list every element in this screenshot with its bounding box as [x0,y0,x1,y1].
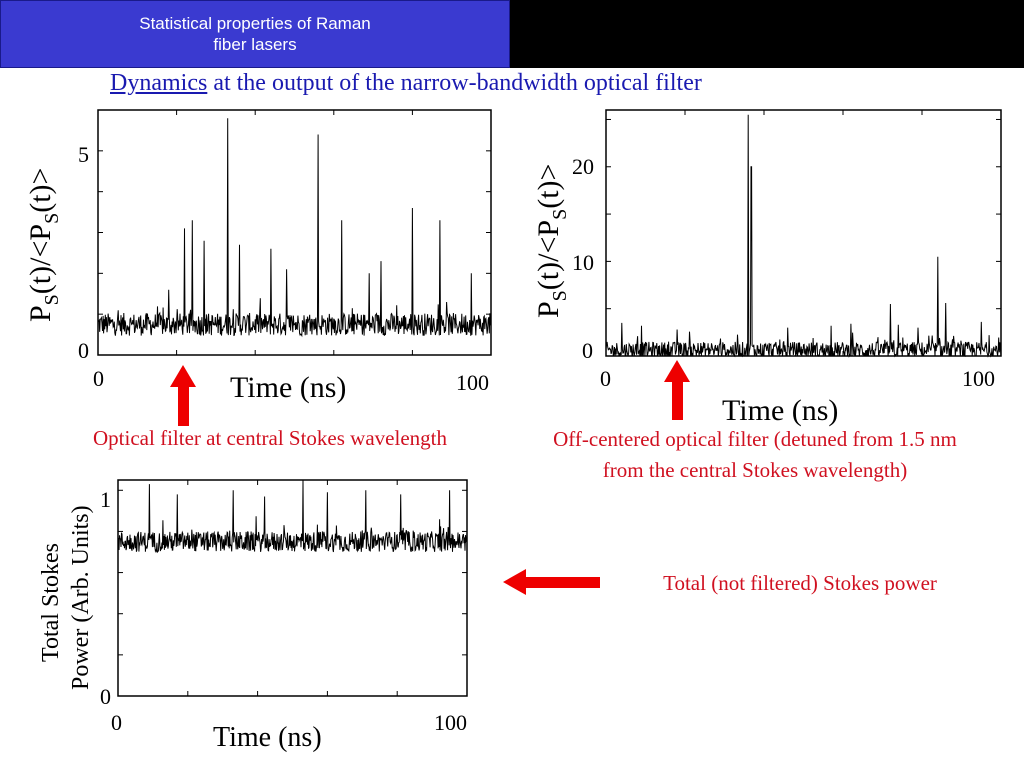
header-title-line1: Statistical properties of Raman [139,14,371,33]
chart1-xlabel: Time (ns) [230,371,346,404]
chart1-ylabel-p: P [24,305,57,322]
arrow-up-offcenter-head [664,360,690,382]
chart3-ylabel-line1: Total Stokes [38,543,64,662]
caption-offcenter-line2: from the central Stokes wavelength) [602,458,908,482]
arrow-left-total-shaft [524,577,600,588]
arrow-left-total-head [503,569,526,595]
dynamics-link[interactable]: Dynamics [110,70,208,96]
chart1-ytick-5: 5 [78,142,89,167]
chart-offcenter-filter: 0 10 20 0 100 Time (ns) PS(t)/<PS(t)> [532,109,1002,427]
chart2-ylabel-end: (t)> [532,164,565,209]
chart3-frame [117,479,468,697]
header-black-bar [510,0,1024,68]
header-title-bar: Statistical properties of Raman fiber la… [0,0,510,68]
header-title-line2: fiber lasers [213,35,297,54]
chart2-ytick-0: 0 [582,338,593,363]
chart2-xtick-100: 100 [962,366,995,391]
chart2-xlabel: Time (ns) [722,394,838,427]
chart2-ylabel-sub1: S [549,290,571,301]
chart3-ylabel-line2: Power (Arb. Units) [68,505,94,690]
caption-offcenter-line1: Off-centered optical filter (detuned fro… [553,427,957,451]
chart3-xtick-100: 100 [434,710,467,735]
chart2-trace [605,114,1002,358]
chart1-ticks [98,110,491,355]
caption-total-stokes: Total (not filtered) Stokes power [663,571,937,595]
chart1-ylabel-mid: (t)/<P [24,224,57,294]
chart3-ytick-1: 1 [100,487,111,512]
chart1-ylabel-end: (t)> [24,168,57,213]
chart3-ytick-0: 0 [100,684,111,709]
chart1-ylabel-sub1: S [41,294,63,305]
chart3-xtick-0: 0 [111,710,122,735]
chart1-ytick-0: 0 [78,338,89,363]
chart2-ytick-20: 20 [572,154,594,179]
chart2-ytick-10: 10 [572,250,594,275]
arrow-up-central-shaft [178,386,189,426]
chart2-xtick-0: 0 [600,366,611,391]
chart3-xlabel: Time (ns) [213,722,322,753]
arrow-up-central-head [170,365,196,387]
chart2-frame [605,109,1002,357]
chart3-ticks [118,480,467,696]
chart2-ylabel-sub2: S [549,209,571,220]
subtitle-rest: at the output of the narrow-bandwidth op… [207,70,702,96]
arrow-left-total [503,569,600,595]
arrow-up-central [170,365,196,426]
chart1-trace [97,118,492,338]
caption-offcenter-filter: Off-centered optical filter (detuned fro… [500,424,1010,486]
arrow-up-offcenter [664,360,690,420]
chart2-ylabel-p: P [532,301,565,318]
arrow-up-offcenter-shaft [672,381,683,420]
chart1-ylabel-sub2: S [41,213,63,224]
chart2-ylabel-mid: (t)/<P [532,220,565,290]
chart3-trace [117,479,468,554]
chart1-xtick-100: 100 [456,370,489,395]
chart-central-filter: 0 5 0 100 Time (ns) PS(t)/<PS(t)> [24,109,492,404]
caption-central-filter: Optical filter at central Stokes wavelen… [93,426,447,450]
chart1-xtick-0: 0 [93,366,104,391]
chart1-ylabel: PS(t)/<PS(t)> [24,168,63,322]
chart-total-stokes: 0 1 0 100 Time (ns) Total Stokes Power (… [38,479,468,753]
chart2-ticks [606,110,1001,356]
chart2-ylabel: PS(t)/<PS(t)> [532,164,571,318]
slide-subtitle: Dynamics at the output of the narrow-ban… [110,70,702,97]
